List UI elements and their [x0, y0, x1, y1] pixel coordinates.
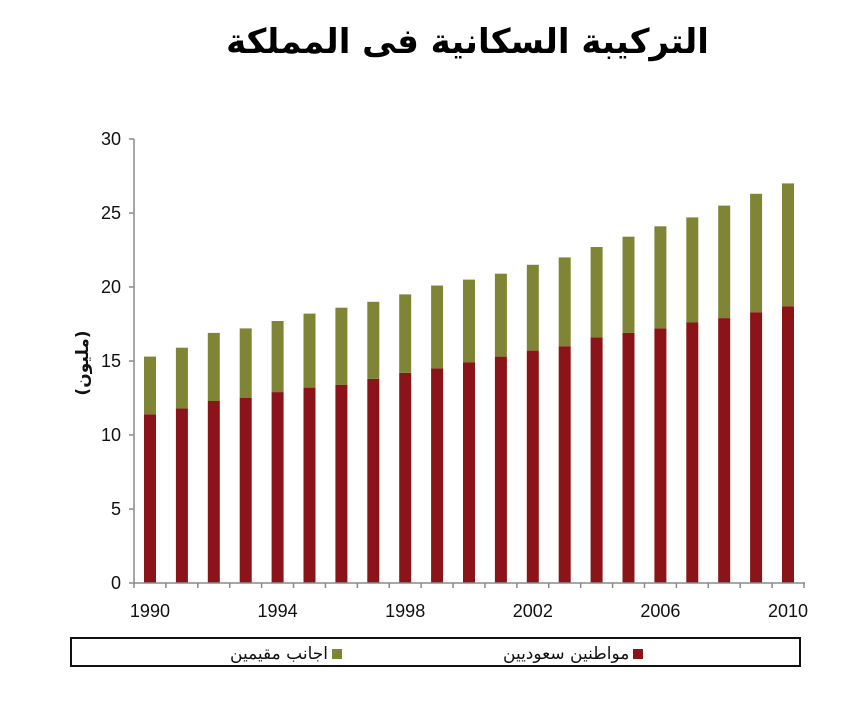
- bar-segment-2005-citizens: [622, 332, 635, 583]
- bar-segment-2010-citizens: [782, 306, 794, 583]
- bar-segment-1992-citizens: [207, 401, 220, 583]
- bar-segment-1992-foreign: [207, 332, 220, 401]
- bar-segment-1991-citizens: [175, 408, 188, 583]
- bar-segment-2003-foreign: [558, 257, 571, 347]
- bar-segment-1990-foreign: [144, 356, 156, 415]
- bar-segment-2007-citizens: [686, 322, 699, 583]
- x-ticks-group: 1990 1994 1998 2002 2006 2010: [130, 583, 808, 621]
- x-tick-label: 1990: [130, 601, 170, 621]
- bar-segment-1999-foreign: [431, 285, 444, 369]
- bar-segment-2003-citizens: [558, 346, 571, 583]
- bar-segment-1993-foreign: [239, 328, 252, 398]
- bar-segment-2000-citizens: [463, 362, 475, 583]
- y-tick-label: 25: [101, 203, 121, 223]
- bar-segment-2009-citizens: [750, 312, 763, 583]
- bar-segment-1994-citizens: [271, 392, 284, 583]
- y-tick-label: 30: [101, 129, 121, 149]
- bar-segment-2006-foreign: [654, 226, 667, 329]
- bar-segment-1993-citizens: [239, 398, 252, 583]
- bar-segment-1998-citizens: [399, 372, 412, 583]
- y-ticks-group: 0 5 10 15 20 25 30: [101, 129, 134, 593]
- legend-swatch-red-icon: [633, 649, 644, 659]
- y-tick-label: 10: [101, 425, 121, 445]
- bar-segment-1996-foreign: [335, 307, 348, 385]
- bar-segment-1997-citizens: [367, 378, 380, 583]
- bar-segment-2007-foreign: [686, 217, 699, 323]
- bar-segment-2004-foreign: [590, 247, 603, 338]
- bar-segment-2006-citizens: [654, 328, 667, 583]
- bar-segment-2002-citizens: [526, 350, 539, 583]
- y-tick-label: 0: [111, 573, 121, 593]
- legend: اجانب مقيمين مواطنين سعوديين: [70, 637, 801, 667]
- x-tick-label: 1994: [258, 601, 298, 621]
- bar-segment-2000-foreign: [463, 279, 475, 363]
- bar-segment-1991-foreign: [175, 347, 188, 409]
- bar-segment-2004-citizens: [590, 337, 603, 583]
- bar-segment-2001-citizens: [494, 356, 507, 583]
- bar-segment-2010-foreign: [782, 183, 794, 307]
- legend-item-foreign-residents: اجانب مقيمين: [230, 643, 342, 665]
- bar-segment-2005-foreign: [622, 236, 635, 333]
- legend-item-saudi-citizens: مواطنين سعوديين: [503, 643, 644, 665]
- x-tick-label: 2002: [513, 601, 553, 621]
- bar-segment-1990-citizens: [144, 414, 156, 583]
- bar-segment-2008-citizens: [718, 318, 731, 583]
- y-tick-label: 5: [111, 499, 121, 519]
- y-axis-label: (مليون): [73, 330, 93, 395]
- chart-title: التركيبة السكانية فى المملكة: [226, 22, 709, 62]
- bar-segment-1996-citizens: [335, 384, 348, 583]
- bar-segment-2002-foreign: [526, 264, 539, 351]
- bar-segment-1998-foreign: [399, 294, 412, 373]
- y-tick-label: 20: [101, 277, 121, 297]
- x-tick-label: 2010: [768, 601, 808, 621]
- bar-segment-2001-foreign: [494, 273, 507, 357]
- x-tick-label: 1998: [385, 601, 425, 621]
- x-tick-label: 2006: [640, 601, 680, 621]
- bar-segment-1995-citizens: [303, 387, 316, 583]
- bar-segment-1999-citizens: [431, 368, 444, 583]
- bar-segment-2008-foreign: [718, 205, 731, 319]
- bar-segment-1994-foreign: [271, 321, 284, 392]
- bar-segment-1995-foreign: [303, 313, 316, 388]
- y-tick-label: 15: [101, 351, 121, 371]
- legend-label-foreign-residents: اجانب مقيمين: [230, 644, 328, 664]
- legend-label-saudi-citizens: مواطنين سعوديين: [503, 644, 630, 664]
- bars-group: [144, 183, 794, 583]
- bar-segment-2009-foreign: [750, 193, 763, 313]
- legend-swatch-olive-icon: [331, 649, 342, 659]
- bar-segment-1997-foreign: [367, 301, 380, 379]
